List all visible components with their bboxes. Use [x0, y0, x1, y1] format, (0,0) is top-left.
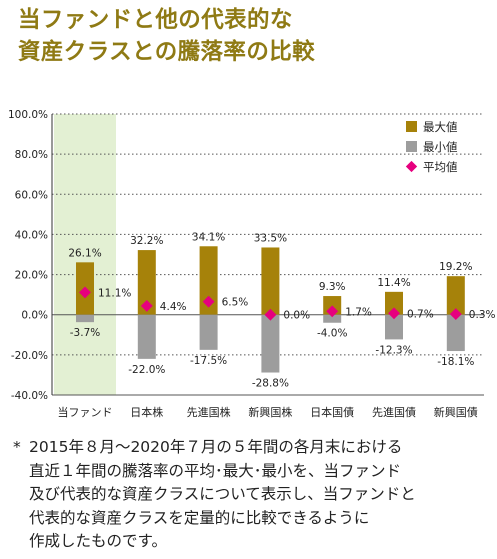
legend-swatch-max [406, 121, 417, 132]
avg-marker [326, 305, 339, 318]
footnote-line-5: 作成したものです。 [29, 532, 167, 550]
y-tick-label: 80.0% [15, 149, 48, 161]
avg-data-label: 0.3% [469, 309, 496, 321]
y-tick-label: 40.0% [15, 229, 48, 241]
max-data-label: 33.5% [254, 232, 287, 244]
min-bar [261, 314, 280, 373]
min-bar [385, 314, 403, 340]
max-bar [261, 247, 280, 315]
avg-data-label: 11.1% [98, 287, 131, 299]
footnote-mark: * [13, 438, 21, 456]
max-bar [385, 291, 403, 315]
avg-data-label: 1.7% [345, 306, 372, 318]
avg-data-label: 0.7% [407, 308, 434, 320]
max-data-label: 11.4% [377, 277, 410, 289]
max-data-label: 9.3% [319, 281, 346, 293]
y-tick-label: -40.0% [11, 390, 48, 402]
avg-data-label: 4.4% [160, 301, 187, 313]
chart-title: 当ファンドと他の代表的な 資産クラスとの騰落率の比較 [18, 4, 315, 68]
max-data-label: 32.2% [130, 235, 163, 247]
y-tick-label: 0.0% [21, 310, 48, 322]
footnote-line-1: 2015年８月～2020年７月の５年間の各月末における [29, 438, 403, 456]
y-tick-label: 100.0% [8, 109, 48, 121]
avg-marker [449, 308, 462, 321]
legend-swatch-min [406, 141, 417, 152]
avg-data-label: 0.0% [283, 310, 310, 322]
min-bar [199, 314, 218, 350]
min-bar [323, 314, 342, 323]
min-bar [446, 314, 465, 352]
legend-label: 最大値 [423, 120, 458, 134]
avg-data-label: 6.5% [222, 297, 249, 309]
fund-highlight-band [54, 114, 116, 395]
category-label: 新興国株 [248, 405, 292, 419]
category-label: 先進国債 [372, 405, 416, 419]
category-label: 先進国株 [187, 405, 231, 419]
legend-label: 最小値 [423, 140, 458, 154]
legend-swatch-avg [405, 160, 418, 173]
avg-marker [388, 307, 400, 320]
min-data-label: -12.3% [375, 344, 412, 356]
max-bar [137, 250, 156, 315]
title-line-2: 資産クラスとの騰落率の比較 [18, 39, 316, 65]
y-tick-label: 60.0% [15, 189, 48, 201]
max-data-label: 34.1% [192, 231, 225, 243]
max-bar [199, 246, 218, 315]
category-label: 新興国債 [434, 405, 478, 419]
max-data-label: 19.2% [439, 261, 472, 273]
min-data-label: -22.0% [128, 364, 165, 376]
min-data-label: -3.7% [70, 327, 100, 339]
avg-marker [79, 286, 91, 299]
footnote-line-3: 及び代表的な資産クラスについて表示し、当ファンドと [29, 485, 416, 503]
range-comparison-chart: 100.0% 80.0% 60.0% 40.0% 20.0% 0.0% -20.0% -40.… [8, 109, 496, 419]
footnote-line-4: 代表的な資産クラスを定量的に比較できるように [29, 508, 370, 527]
y-tick-label: -20.0% [11, 350, 48, 362]
title-line-1: 当ファンドと他の代表的な [18, 7, 293, 33]
footnote-line-2: 直近１年間の騰落率の平均･最大･最小を、当ファンド [29, 461, 402, 480]
category-label: 当ファンド [58, 405, 113, 419]
min-data-label: -28.8% [252, 378, 289, 390]
min-bar [137, 314, 156, 359]
footnote: * 2015年８月～2020年７月の５年間の各月末における 直近１年間の騰落率の… [13, 436, 493, 554]
min-data-label: -18.1% [437, 356, 474, 368]
max-bar [446, 276, 465, 315]
max-data-label: 26.1% [68, 247, 101, 259]
min-data-label: -4.0% [317, 328, 347, 340]
avg-marker [264, 308, 277, 321]
category-label: 日本株 [130, 405, 163, 419]
legend-label: 平均値 [423, 160, 458, 174]
min-data-label: -17.5% [190, 355, 227, 367]
min-bar [76, 314, 94, 323]
category-label: 日本国債 [310, 405, 354, 419]
y-tick-label: 20.0% [15, 270, 48, 282]
